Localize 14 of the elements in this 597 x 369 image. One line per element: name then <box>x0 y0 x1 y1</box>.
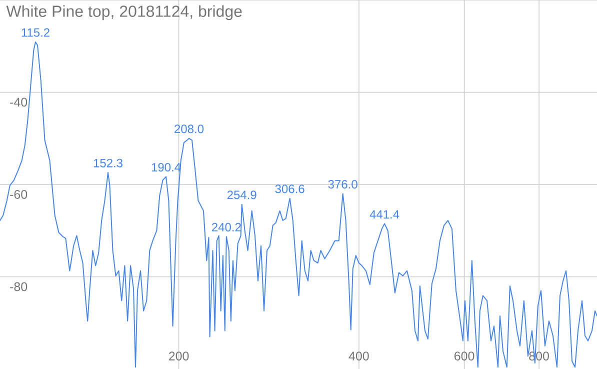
annotation: 254.9 <box>227 190 256 200</box>
chart-title: White Pine top, 20181124, bridge <box>6 5 242 20</box>
annotation: 376.0 <box>328 180 358 189</box>
x-tick-label: 200 <box>169 352 189 360</box>
y-tick-label: -60 <box>10 190 28 199</box>
annotation: 441.4 <box>370 210 400 219</box>
annotation: 152.3 <box>94 158 122 168</box>
y-tick-label: -80 <box>10 282 28 292</box>
x-tick-label: 400 <box>348 352 369 360</box>
annotation: 306.6 <box>275 184 304 194</box>
annotation: 208.0 <box>174 124 204 134</box>
annotation: 115.2 <box>22 28 50 37</box>
x-tick-label: 600 <box>454 352 474 360</box>
y-tick-label: -40 <box>10 98 28 107</box>
